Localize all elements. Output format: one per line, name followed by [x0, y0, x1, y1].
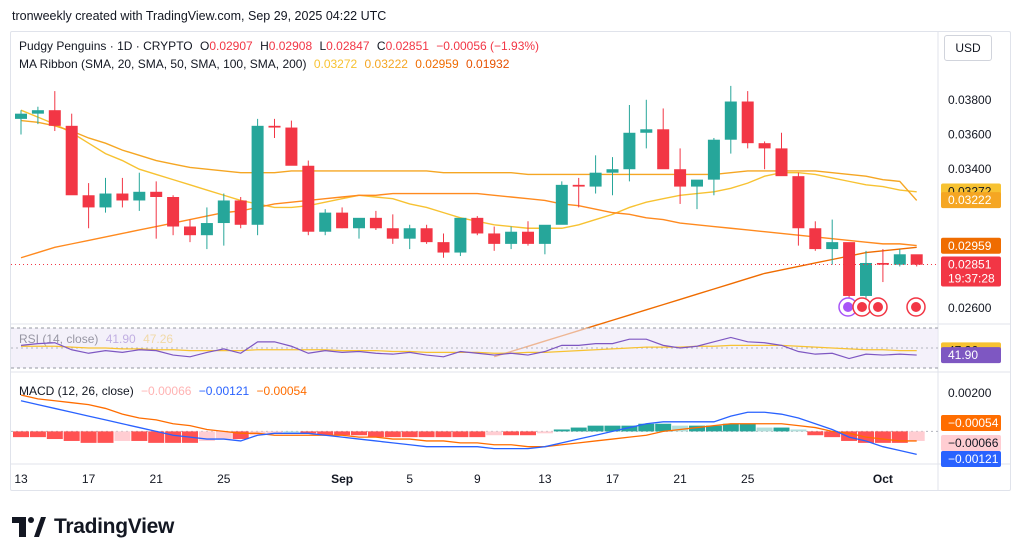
macd-legend[interactable]: MACD (12, 26, close) −0.00066 −0.00121 −…: [19, 384, 311, 398]
macd-label[interactable]: MACD (12, 26, close): [19, 384, 134, 398]
ma-ribbon-label[interactable]: MA Ribbon (SMA, 20, SMA, 50, SMA, 100, S…: [19, 57, 307, 71]
rsi-legend[interactable]: RSI (14, close) 41.90 47.26: [19, 332, 177, 346]
ma200-value: 0.01932: [466, 57, 510, 71]
currency-button[interactable]: USD: [944, 35, 992, 61]
chart-frame: [10, 31, 1011, 491]
tradingview-logo-text: TradingView: [54, 515, 175, 538]
open-value: 0.02907: [209, 39, 253, 53]
high-value: 0.02908: [268, 39, 313, 53]
ma50-value: 0.03222: [364, 57, 408, 71]
open-label: O: [199, 39, 210, 53]
rsi-label[interactable]: RSI (14, close): [19, 332, 99, 346]
ma100-value: 0.02959: [415, 57, 459, 71]
change-value: −0.00056 (−1.93%): [436, 39, 540, 53]
macd-hist-value: −0.00066: [141, 384, 192, 398]
chart-credit: tronweekly created with TradingView.com,…: [12, 9, 387, 23]
macd-signal-value: −0.00054: [256, 384, 307, 398]
tradingview-logo[interactable]: TradingView: [12, 515, 174, 539]
macd-line-value: −0.00121: [198, 384, 250, 398]
low-label: L: [319, 39, 327, 53]
rsi-value: 41.90: [105, 332, 136, 346]
ma-ribbon-legend[interactable]: MA Ribbon (SMA, 20, SMA, 50, SMA, 100, S…: [19, 57, 513, 71]
close-value: 0.02851: [385, 39, 429, 53]
high-label: H: [260, 39, 269, 53]
symbol-legend[interactable]: Pudgy Penguins · 1D · CRYPTO O0.02907 H0…: [19, 39, 543, 53]
rsi-ma-value: 47.26: [143, 332, 174, 346]
symbol-title[interactable]: Pudgy Penguins · 1D · CRYPTO: [19, 39, 193, 53]
tradingview-logo-icon: [12, 517, 46, 537]
ma20-value: 0.03272: [313, 57, 358, 71]
low-value: 0.02847: [326, 39, 370, 53]
close-label: C: [376, 39, 386, 53]
